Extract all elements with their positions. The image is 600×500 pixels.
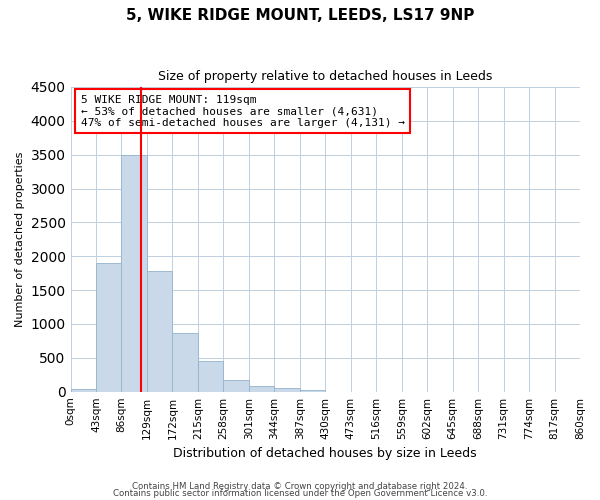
Text: 5, WIKE RIDGE MOUNT, LEEDS, LS17 9NP: 5, WIKE RIDGE MOUNT, LEEDS, LS17 9NP xyxy=(126,8,474,22)
Title: Size of property relative to detached houses in Leeds: Size of property relative to detached ho… xyxy=(158,70,493,83)
Bar xyxy=(71,389,96,392)
Bar xyxy=(121,154,147,392)
Bar xyxy=(300,390,325,392)
Text: 5 WIKE RIDGE MOUNT: 119sqm
← 53% of detached houses are smaller (4,631)
47% of s: 5 WIKE RIDGE MOUNT: 119sqm ← 53% of deta… xyxy=(81,94,405,128)
Text: Contains public sector information licensed under the Open Government Licence v3: Contains public sector information licen… xyxy=(113,490,487,498)
Text: Contains HM Land Registry data © Crown copyright and database right 2024.: Contains HM Land Registry data © Crown c… xyxy=(132,482,468,491)
Y-axis label: Number of detached properties: Number of detached properties xyxy=(15,152,25,327)
Bar xyxy=(249,386,274,392)
Bar xyxy=(147,271,172,392)
Bar xyxy=(96,263,121,392)
Bar xyxy=(198,360,223,392)
X-axis label: Distribution of detached houses by size in Leeds: Distribution of detached houses by size … xyxy=(173,447,477,460)
Bar xyxy=(223,380,249,392)
Bar xyxy=(172,334,198,392)
Bar xyxy=(274,388,300,392)
